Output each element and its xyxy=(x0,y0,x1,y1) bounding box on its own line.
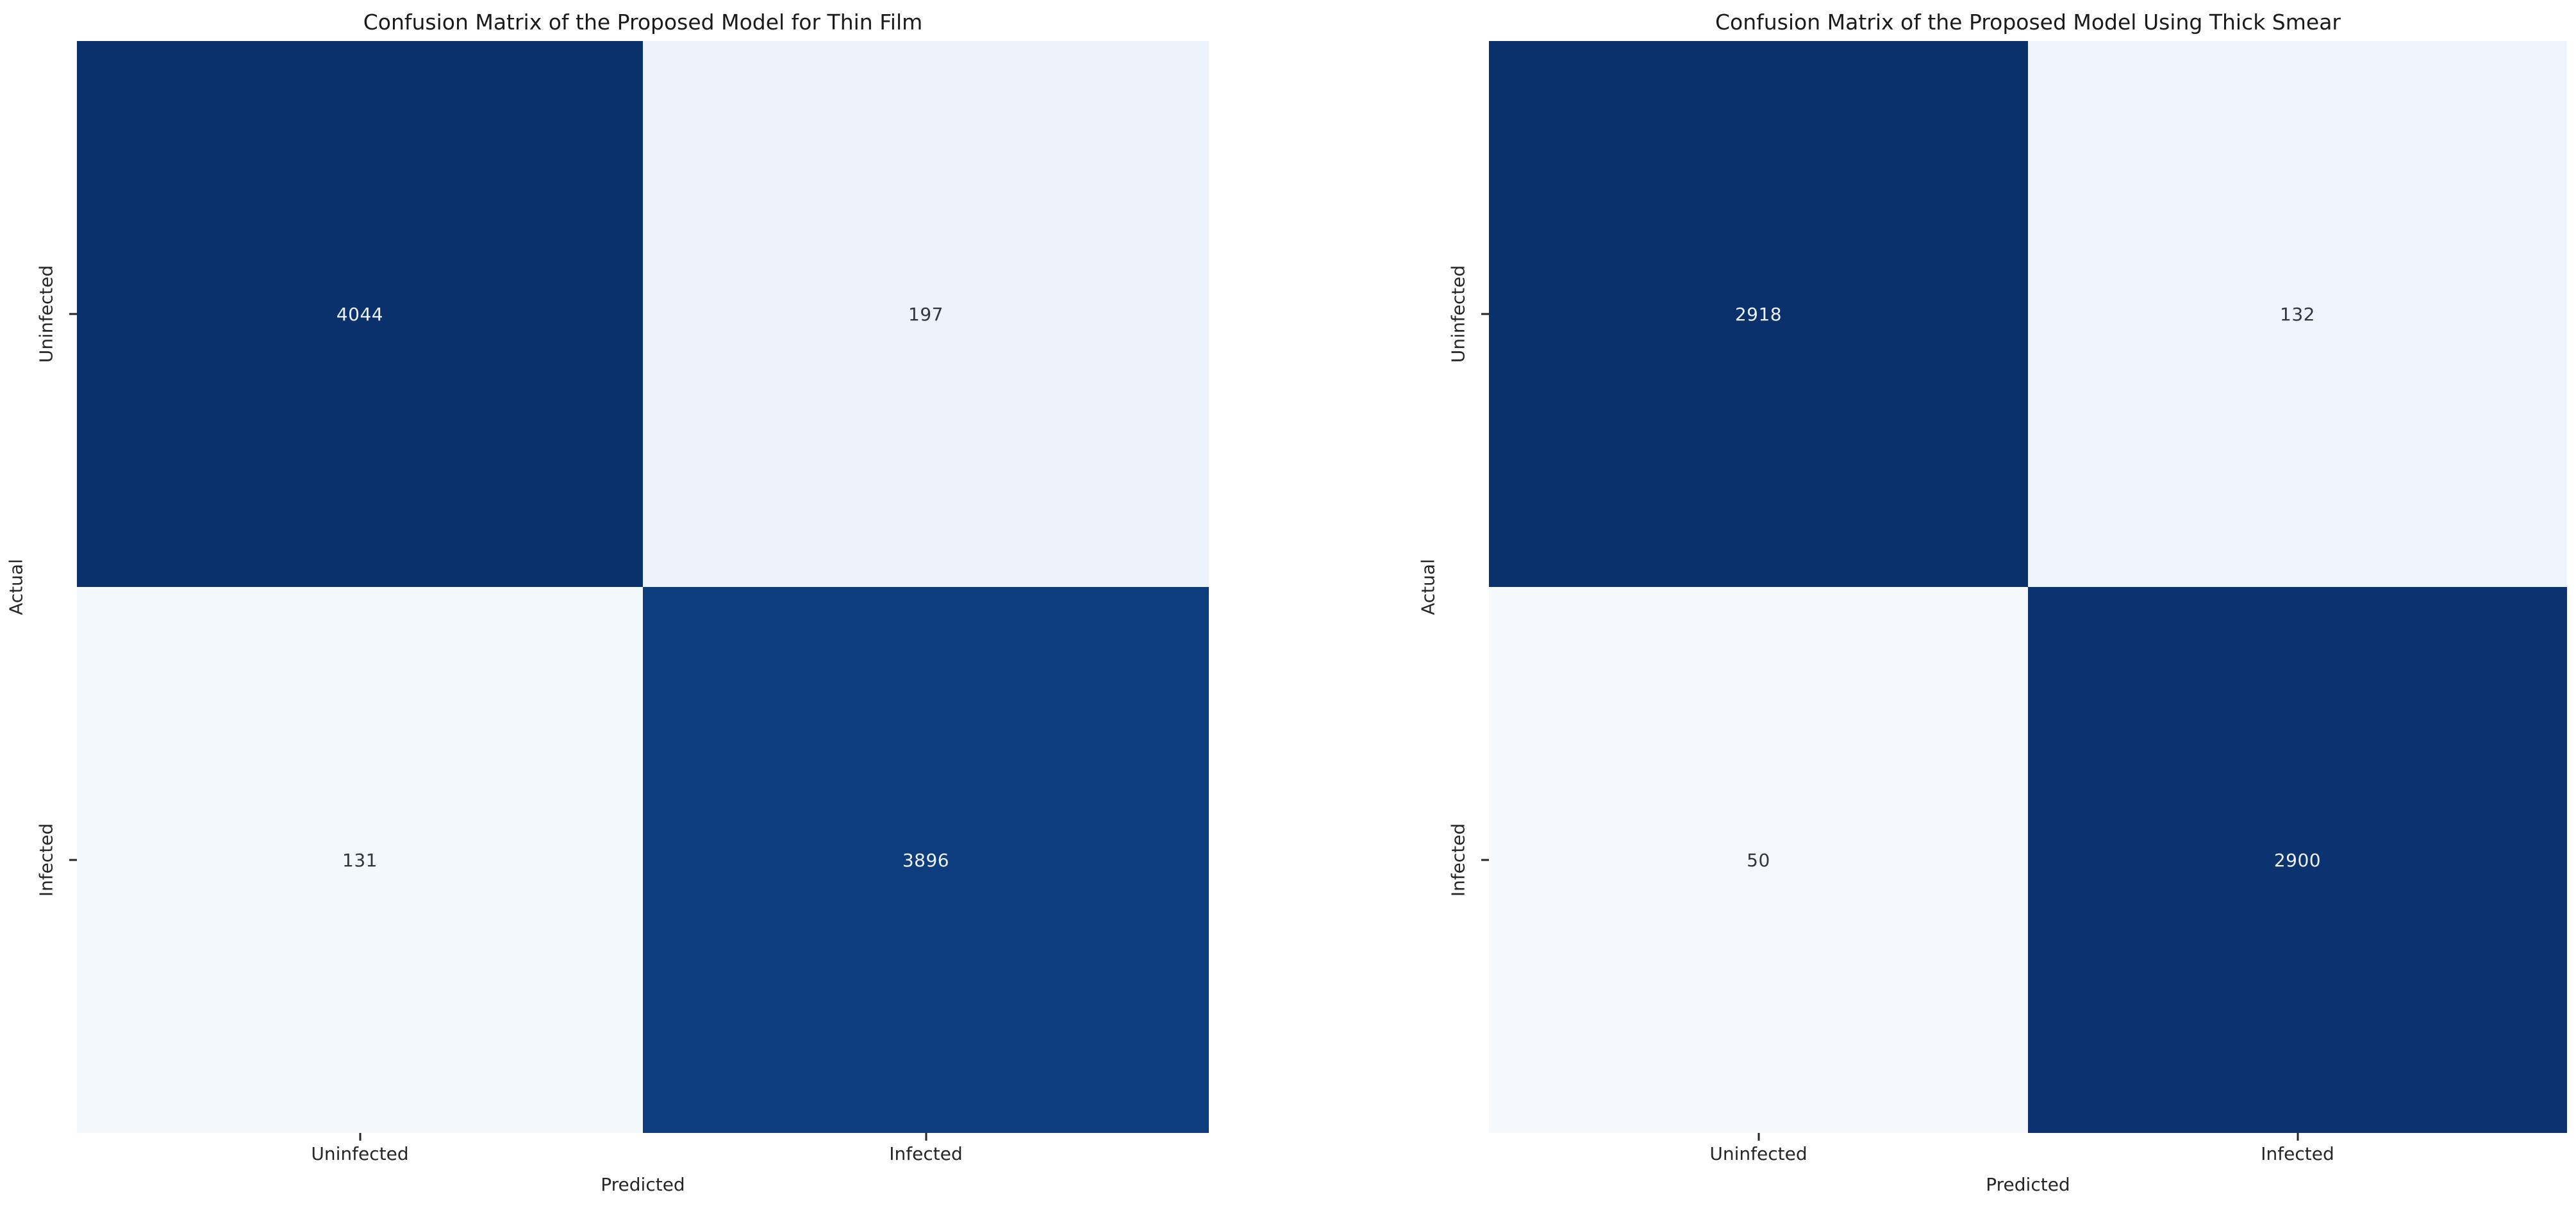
heatmap-grid: 4044 197 131 3896 xyxy=(77,41,1209,1133)
matrix-cell-1-1: 3896 xyxy=(643,587,1209,1133)
heatmap-grid: 2918 132 50 2900 xyxy=(1489,41,2567,1133)
y-tick-label: Uninfected xyxy=(1447,265,1469,363)
matrix-cell-0-0: 4044 xyxy=(77,41,643,587)
cell-value: 3896 xyxy=(902,849,950,871)
cell-value: 197 xyxy=(908,303,943,325)
x-tick-mark xyxy=(359,1133,361,1141)
cell-value: 4044 xyxy=(336,303,384,325)
y-tick-label: Infected xyxy=(1447,823,1469,897)
cell-value: 132 xyxy=(2280,303,2315,325)
x-axis-label: Predicted xyxy=(1986,1174,2070,1195)
y-tick-mark xyxy=(1481,859,1489,861)
matrix-cell-1-0: 50 xyxy=(1489,587,2028,1133)
x-tick-label: Infected xyxy=(2261,1143,2334,1164)
x-tick-label: Uninfected xyxy=(1709,1143,1807,1164)
x-tick-mark xyxy=(1757,1133,1759,1141)
matrix-cell-0-1: 132 xyxy=(2028,41,2567,587)
x-tick-label: Infected xyxy=(889,1143,963,1164)
y-tick-mark xyxy=(69,313,77,315)
cell-value: 2918 xyxy=(1734,303,1782,325)
y-tick-label: Infected xyxy=(35,823,57,897)
y-tick-mark xyxy=(1481,313,1489,315)
x-tick-label: Uninfected xyxy=(311,1143,409,1164)
matrix-cell-0-0: 2918 xyxy=(1489,41,2028,587)
cell-value: 50 xyxy=(1747,849,1770,871)
x-tick-mark xyxy=(2297,1133,2298,1141)
confusion-matrix-thin-film: Confusion Matrix of the Proposed Model f… xyxy=(6,10,1209,1195)
chart-title: Confusion Matrix of the Proposed Model f… xyxy=(363,10,923,35)
matrix-cell-1-1: 2900 xyxy=(2028,587,2567,1133)
confusion-matrix-thick-smear: Confusion Matrix of the Proposed Model U… xyxy=(1418,10,2567,1195)
y-axis-label: Actual xyxy=(1417,559,1439,615)
y-tick-label: Uninfected xyxy=(35,265,57,363)
x-tick-mark xyxy=(925,1133,927,1141)
cell-value: 131 xyxy=(342,849,378,871)
cell-value: 2900 xyxy=(2273,849,2322,871)
matrix-cell-0-1: 197 xyxy=(643,41,1209,587)
y-tick-mark xyxy=(69,859,77,861)
matrix-cell-1-0: 131 xyxy=(77,587,643,1133)
chart-title: Confusion Matrix of the Proposed Model U… xyxy=(1715,10,2341,35)
y-axis-label: Actual xyxy=(5,559,27,615)
x-axis-label: Predicted xyxy=(601,1174,685,1195)
